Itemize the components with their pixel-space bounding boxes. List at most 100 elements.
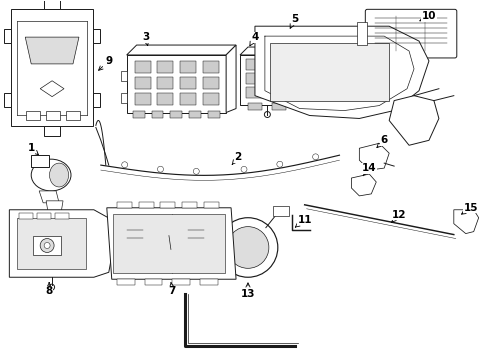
Bar [157, 93, 173, 105]
Text: 7: 7 [169, 283, 176, 296]
Bar [208, 111, 220, 118]
Text: 9: 9 [98, 56, 112, 70]
Polygon shape [127, 45, 236, 55]
Bar [180, 77, 196, 89]
Bar [11, 9, 93, 126]
Text: 3: 3 [142, 32, 149, 46]
Text: 6: 6 [377, 135, 388, 148]
Circle shape [122, 162, 128, 168]
Circle shape [49, 284, 54, 290]
Ellipse shape [227, 227, 269, 268]
Polygon shape [240, 55, 294, 105]
Polygon shape [40, 81, 64, 96]
Circle shape [40, 239, 54, 252]
Circle shape [241, 166, 247, 172]
Polygon shape [9, 210, 116, 277]
Bar [17, 218, 86, 269]
Bar [246, 87, 264, 98]
Ellipse shape [49, 163, 69, 187]
Polygon shape [294, 47, 303, 105]
Ellipse shape [31, 159, 71, 191]
Text: 1: 1 [27, 143, 38, 155]
Polygon shape [25, 37, 79, 64]
Bar [180, 93, 196, 105]
Text: 15: 15 [462, 203, 478, 214]
Bar [46, 111, 60, 121]
Bar [357, 22, 368, 45]
Polygon shape [454, 210, 479, 234]
Bar [121, 71, 127, 81]
Ellipse shape [121, 224, 148, 251]
Bar [135, 61, 150, 73]
Bar [269, 87, 287, 98]
Polygon shape [107, 208, 236, 279]
Polygon shape [39, 191, 59, 203]
Bar [113, 214, 225, 273]
Bar [246, 59, 264, 70]
Polygon shape [389, 96, 439, 145]
Bar [248, 103, 262, 109]
Bar [44, 126, 60, 136]
Circle shape [313, 154, 318, 160]
Circle shape [44, 243, 50, 248]
Bar [246, 73, 264, 84]
Polygon shape [359, 143, 389, 170]
Bar [117, 202, 132, 208]
Polygon shape [351, 174, 376, 196]
Bar [19, 213, 33, 219]
Bar [135, 77, 150, 89]
Bar [66, 111, 80, 121]
Bar [135, 93, 150, 105]
Text: 5: 5 [290, 14, 298, 28]
Text: 2: 2 [232, 152, 242, 165]
Ellipse shape [218, 218, 278, 277]
Bar [269, 73, 287, 84]
Bar [171, 111, 182, 118]
Bar [200, 279, 218, 285]
Bar [151, 111, 164, 118]
Bar [157, 77, 173, 89]
Bar [93, 29, 100, 43]
Bar [172, 279, 190, 285]
Text: 14: 14 [362, 163, 377, 176]
Bar [157, 61, 173, 73]
Bar [26, 111, 40, 121]
Polygon shape [255, 26, 429, 118]
Circle shape [362, 180, 370, 188]
Circle shape [265, 112, 270, 117]
Bar [203, 93, 219, 105]
Circle shape [277, 161, 283, 167]
Polygon shape [226, 45, 236, 113]
Bar [180, 61, 196, 73]
Text: 8: 8 [46, 283, 53, 296]
Text: 10: 10 [420, 11, 436, 21]
Bar [33, 235, 61, 255]
Bar [161, 202, 175, 208]
Polygon shape [240, 47, 303, 55]
Bar [117, 279, 135, 285]
Bar [272, 103, 286, 109]
Bar [31, 155, 49, 167]
Bar [203, 77, 219, 89]
Circle shape [193, 168, 199, 174]
Bar [145, 279, 163, 285]
Bar [204, 202, 219, 208]
Bar [93, 93, 100, 107]
Bar [121, 93, 127, 103]
Bar [189, 111, 201, 118]
Circle shape [157, 166, 164, 172]
Text: 12: 12 [392, 210, 406, 222]
FancyBboxPatch shape [366, 9, 457, 58]
Bar [203, 61, 219, 73]
Bar [133, 111, 145, 118]
Circle shape [372, 151, 382, 161]
Bar [55, 213, 69, 219]
Bar [182, 202, 197, 208]
Text: 4: 4 [250, 32, 259, 46]
Bar [270, 43, 389, 100]
Ellipse shape [182, 224, 210, 251]
Bar [44, 0, 60, 9]
Text: 13: 13 [241, 283, 255, 299]
Bar [4, 93, 11, 107]
Text: 11: 11 [295, 215, 312, 227]
